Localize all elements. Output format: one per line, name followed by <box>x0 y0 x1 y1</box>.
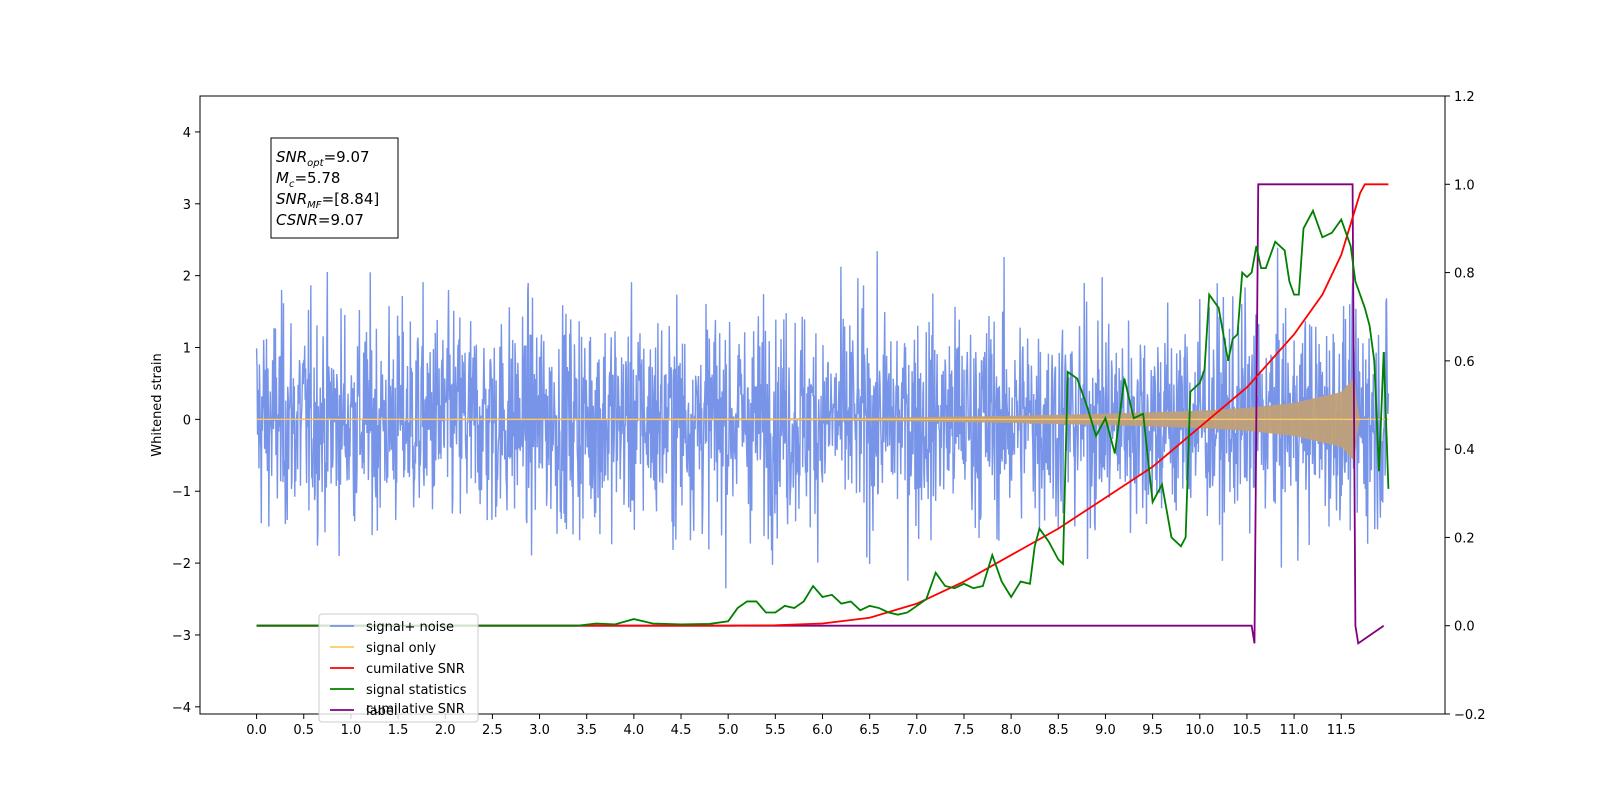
y-axis-left: 4 3 2 1 0 −1 −2 −3 −4 <box>172 126 200 716</box>
series-signal-statistics-line <box>256 208 1390 627</box>
y-left-tick-label: −1 <box>172 485 191 500</box>
x-tick-label: 0.5 <box>293 723 314 738</box>
legend-label: signal statistics <box>366 683 467 698</box>
x-tick-label: 4.5 <box>671 723 692 738</box>
x-tick-label: 1.0 <box>341 723 362 738</box>
info-box-value: =[8.84] <box>322 190 380 208</box>
info-box-line: SNRMF=[8.84] <box>276 190 379 211</box>
x-tick-label: 6.0 <box>812 723 833 738</box>
y-right-tick-label: 0.8 <box>1454 267 1475 282</box>
series-cumilative-snr-line <box>256 183 1389 627</box>
info-box-symbol: M <box>276 169 289 187</box>
y-right-tick-label: 0.0 <box>1454 620 1475 635</box>
x-tick-label: 10.5 <box>1232 723 1261 738</box>
legend-label: signal only <box>366 641 436 656</box>
x-tick-label: 7.0 <box>906 723 927 738</box>
info-box-subscript: MF <box>307 200 322 211</box>
x-tick-label: 2.0 <box>435 723 456 738</box>
y-right-tick-label: 0.6 <box>1454 355 1475 370</box>
series-label-line <box>256 183 1385 645</box>
x-tick-label: 11.5 <box>1327 723 1356 738</box>
y-right-tick-label: 0.2 <box>1454 531 1475 546</box>
y-left-tick-label: 4 <box>183 126 191 141</box>
info-box-subscript: c <box>289 179 295 190</box>
legend-label: cumilative SNR <box>366 662 465 677</box>
legend-frame <box>318 613 479 723</box>
info-box-line: Mc=5.78 <box>276 169 340 190</box>
y-left-tick-label: −2 <box>172 557 191 572</box>
x-tick-label: 1.5 <box>388 723 409 738</box>
info-box-line: CSNR=9.07 <box>276 211 364 229</box>
y-left-tick-label: −3 <box>172 629 191 644</box>
y-left-tick-label: −4 <box>172 701 191 716</box>
info-box-symbol: SNR <box>276 190 307 208</box>
y-left-tick-label: 1 <box>183 342 191 357</box>
x-tick-label: 3.0 <box>529 723 550 738</box>
y-left-tick-label: 0 <box>183 413 191 428</box>
x-tick-label: 8.5 <box>1048 723 1069 738</box>
legend-label: signal+ noise <box>366 620 454 635</box>
info-box-frame <box>270 137 399 239</box>
x-tick-label: 5.0 <box>718 723 739 738</box>
x-tick-label: 4.0 <box>624 723 645 738</box>
x-tick-label: 0.0 <box>246 723 267 738</box>
y-right-tick-label: −0.2 <box>1454 708 1486 723</box>
x-tick-label: 11.0 <box>1280 723 1309 738</box>
x-tick-label: 6.5 <box>859 723 880 738</box>
info-box-line: SNRopt=9.07 <box>276 148 370 169</box>
x-tick-label: 3.5 <box>576 723 597 738</box>
y-left-tick-label: 3 <box>183 198 191 213</box>
info-box-value: =5.78 <box>294 169 340 187</box>
info-box-symbol: SNR <box>276 148 307 166</box>
info-box-value: =9.07 <box>318 211 364 229</box>
x-tick-label: 9.0 <box>1095 723 1116 738</box>
y-axis-label: Whitened strain <box>150 353 165 456</box>
y-right-tick-label: 1.2 <box>1454 90 1475 105</box>
legend-label: label <box>366 704 397 719</box>
series-signal-noise-line <box>255 247 1390 589</box>
x-tick-label: 7.5 <box>954 723 975 738</box>
x-tick-label: 10.0 <box>1185 723 1214 738</box>
info-box-symbol: CSNR <box>276 211 318 229</box>
y-right-tick-label: 1.0 <box>1454 178 1475 193</box>
x-tick-label: 5.5 <box>765 723 786 738</box>
info-box-value: =9.07 <box>324 148 370 166</box>
plot-area <box>255 183 1390 645</box>
y-right-tick-label: 0.4 <box>1454 443 1475 458</box>
y-left-tick-label: 2 <box>183 270 191 285</box>
x-tick-label: 2.5 <box>482 723 503 738</box>
legend: cumilative SNR signal+ noise signal only cu… <box>318 613 479 723</box>
x-tick-label: 8.0 <box>1001 723 1022 738</box>
x-axis: 0.0 0.5 1.0 1.5 2.0 2.5 3.0 3.5 4.0 4.5 5.0 5.5 6.0 6… <box>246 714 1356 738</box>
info-box-subscript: opt <box>307 158 324 169</box>
legend-ghost-text: cumilative SNR <box>366 702 465 717</box>
x-tick-label: 9.5 <box>1142 723 1163 738</box>
y-axis-right: 1.2 1.0 0.8 0.6 0.4 0.2 0.0 −0.2 <box>1445 90 1486 723</box>
